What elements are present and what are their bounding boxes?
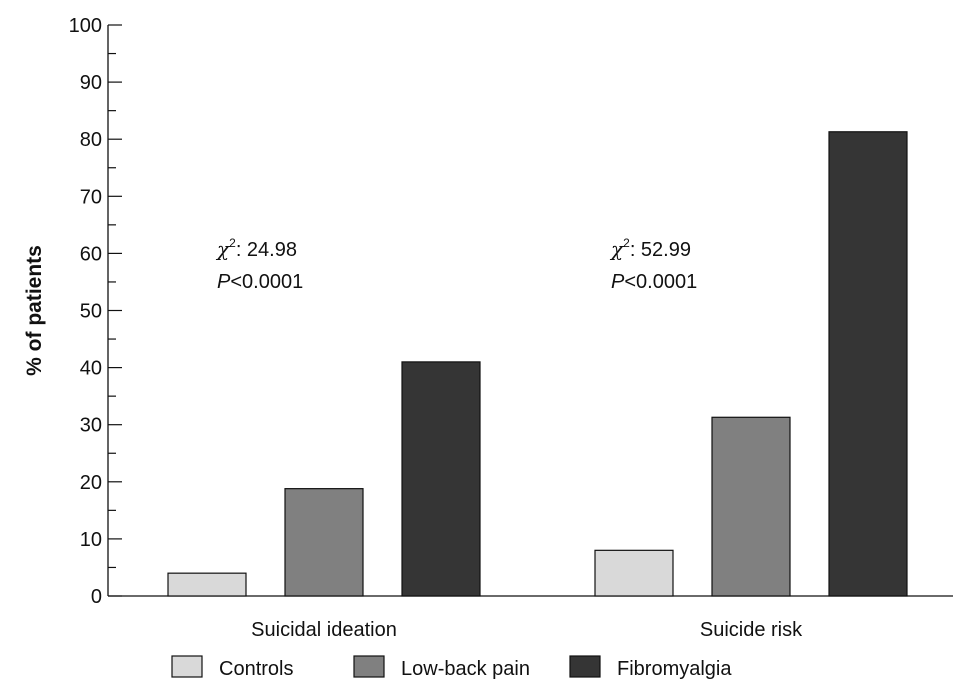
y-tick-label: 40: [80, 358, 102, 380]
y-tick-label: 80: [80, 129, 102, 151]
bar-controls-2: [594, 549, 674, 597]
legend-label: Fibromyalgia: [617, 658, 732, 680]
y-tick-label: 100: [69, 15, 102, 37]
legend-swatch: [171, 655, 203, 678]
legend-swatch: [569, 655, 601, 678]
bar-low-back-pain-2: [711, 416, 791, 597]
bar-fibromyalgia-1: [401, 361, 481, 597]
y-tick-label: 70: [80, 186, 102, 208]
x-category-label: Suicide risk: [700, 619, 803, 641]
legend: Controls Low-back pain Fibromyalgia: [171, 655, 732, 680]
bar-controls-1: [167, 572, 247, 597]
p-value-annotation: P<0.0001: [217, 271, 303, 293]
y-tick-label: 10: [80, 529, 102, 551]
legend-swatch: [353, 655, 385, 678]
bar-fibromyalgia-2: [828, 131, 908, 597]
y-axis-label: % of patients: [23, 245, 46, 376]
legend-label: Low-back pain: [401, 658, 530, 680]
y-tick-label: 20: [80, 472, 102, 494]
y-axis: 0 10 20 30 40 50 60 70 80 90 100: [69, 15, 122, 608]
x-category-label: Suicidal ideation: [251, 619, 397, 641]
p-value-annotation: P<0.0001: [611, 271, 697, 293]
chi-square-annotation: χ2: 52.99: [609, 236, 691, 261]
legend-label: Controls: [219, 658, 293, 680]
y-tick-label: 50: [80, 301, 102, 323]
y-tick-label: 90: [80, 72, 102, 94]
y-tick-label: 0: [91, 586, 102, 608]
y-tick-label: 60: [80, 243, 102, 265]
bar-low-back-pain-1: [284, 488, 364, 597]
y-tick-label: 30: [80, 415, 102, 437]
chi-square-annotation: χ2: 24.98: [215, 236, 297, 261]
